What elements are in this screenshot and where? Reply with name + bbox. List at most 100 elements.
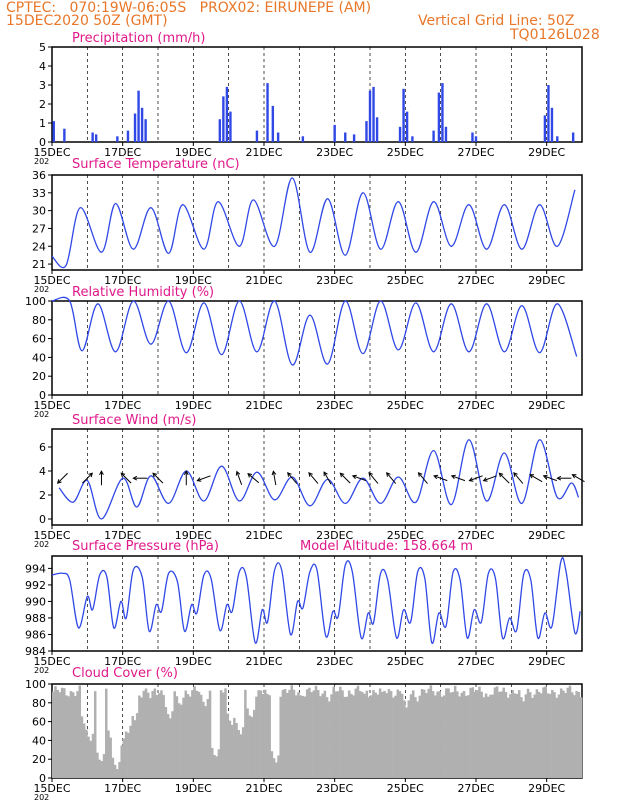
cloud-bar: [381, 691, 384, 778]
cloud-bar: [54, 686, 57, 778]
precip-bar: [571, 132, 575, 142]
wind-arrow: [418, 472, 428, 484]
x-tick-label: 21DEC: [245, 146, 282, 159]
cloud-bar: [135, 713, 139, 778]
precip-bar: [94, 134, 98, 142]
y-tick-label: 0: [39, 389, 46, 402]
cloud-bar: [579, 697, 583, 778]
cloud-bar: [568, 685, 572, 778]
cloud-bar: [140, 697, 143, 778]
wind-arrow-head: [571, 474, 577, 479]
x-tick-label: 29DEC: [528, 399, 565, 412]
x-tick-label: 23DEC: [316, 782, 353, 795]
cloud-bar: [255, 696, 258, 778]
cloud-bar: [206, 699, 210, 778]
precip-bar: [474, 136, 478, 142]
cloud-bar: [146, 692, 150, 778]
cloud-bar: [548, 693, 552, 778]
cloud-bar: [71, 692, 75, 778]
cloud-bar: [456, 691, 459, 778]
cloud-bar: [350, 693, 353, 778]
cloud-bar: [208, 690, 212, 778]
x-tick-label: 15DEC: [33, 146, 70, 159]
cloud-bar: [303, 696, 307, 778]
cloud-bar: [345, 696, 349, 778]
cloud-bar: [275, 762, 278, 778]
cloud-bar: [440, 696, 444, 778]
panel-title: Surface Pressure (hPa): [72, 539, 219, 554]
cloud-bar: [575, 690, 578, 778]
cloud-bar: [438, 691, 441, 778]
cloud-bar: [160, 690, 163, 778]
x-tick-label: 29DEC: [528, 782, 565, 795]
cloud-bar: [400, 693, 404, 778]
cloud-bar: [87, 736, 90, 778]
wind-arrow: [82, 472, 93, 484]
x-year-label: 202: [34, 157, 49, 166]
cloud-bar: [237, 730, 241, 778]
x-tick-label: 15DEC: [33, 782, 70, 795]
precip-bar: [63, 128, 66, 142]
wind-arrow-head: [513, 472, 518, 477]
precip-bar: [52, 121, 55, 142]
header-grid-note: Vertical Grid Line: 50Z: [418, 13, 575, 29]
cloud-bar: [464, 695, 468, 778]
model-altitude-label: Model Altitude: 158.664 m: [300, 539, 473, 554]
cloud-bar: [372, 690, 375, 778]
y-tick-label: 33: [32, 187, 46, 200]
y-tick-label: 60: [32, 333, 46, 346]
precip-bar: [441, 83, 444, 142]
cloud-bar: [60, 687, 64, 778]
wind-arrow: [120, 472, 132, 484]
y-tick-label: 4: [39, 60, 46, 73]
cloud-bar: [233, 717, 236, 778]
x-tick-label: 15DEC: [33, 655, 70, 668]
wind-arrow-head: [323, 471, 328, 477]
cloud-bar: [458, 696, 461, 778]
cloud-bar: [489, 694, 492, 778]
cloud-bar: [80, 716, 84, 778]
cloud-bar: [361, 692, 364, 778]
x-year-label: 202: [34, 540, 49, 549]
wind-arrow-head: [386, 472, 391, 477]
y-tick-label: 0: [39, 772, 46, 785]
precip-bar: [411, 136, 414, 142]
cloud-bar: [495, 686, 499, 778]
cloud-bar: [144, 688, 148, 778]
cloud-bar: [175, 696, 179, 778]
precip-bar: [437, 92, 441, 142]
x-tick-label: 17DEC: [104, 399, 141, 412]
wind-arrow-head: [152, 472, 158, 478]
precip-bar: [547, 85, 550, 142]
y-tick-label: 4: [39, 465, 46, 478]
cloud-bar: [394, 695, 397, 778]
cloud-bar: [416, 701, 419, 778]
cloud-bar: [332, 686, 335, 778]
cloud-bar: [58, 692, 62, 778]
cloud-bar: [392, 697, 395, 778]
cloud-bar: [312, 690, 316, 778]
cloud-bar: [65, 695, 68, 778]
cloud-bar: [504, 692, 508, 778]
precip-bar: [144, 119, 147, 142]
x-tick-label: 25DEC: [387, 399, 424, 412]
wind-arrow-head: [88, 472, 94, 478]
x-tick-label: 27DEC: [457, 146, 494, 159]
x-tick-label: 21DEC: [245, 274, 282, 287]
cloud-bar: [411, 690, 415, 778]
cloud-bar: [418, 695, 422, 778]
cloud-bar: [118, 762, 121, 778]
cloud-bar: [352, 695, 355, 778]
wind-arrow: [247, 473, 260, 484]
wind-arrow-head: [287, 472, 292, 477]
precip-bar: [365, 121, 368, 142]
cloud-bar: [405, 707, 408, 778]
cloud-bar: [403, 700, 406, 778]
cloud-bar: [354, 688, 358, 778]
cloud-bar: [531, 697, 534, 778]
cloud-bar: [500, 691, 503, 778]
x-tick-label: 17DEC: [104, 655, 141, 668]
cloud-bar: [529, 692, 532, 778]
x-tick-label: 17DEC: [104, 529, 141, 542]
wind-arrow-head: [99, 470, 104, 475]
